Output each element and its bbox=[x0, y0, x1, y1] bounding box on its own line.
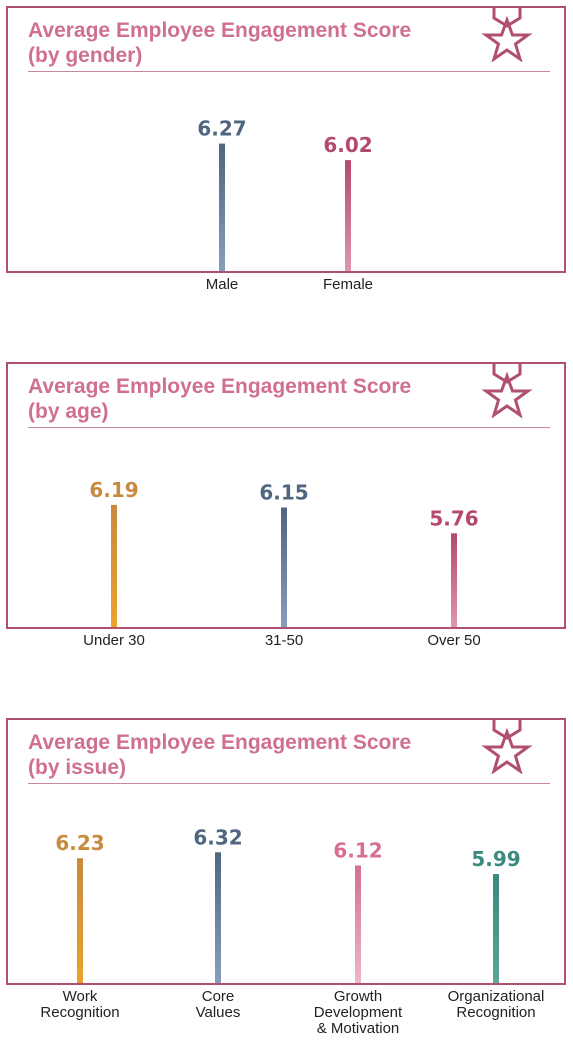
bar bbox=[493, 874, 499, 983]
issue-plot: 6.23 6.32 6.12 5.99 bbox=[55, 825, 521, 983]
bar bbox=[345, 160, 351, 271]
gender-plot: 6.27 6.02 bbox=[197, 117, 373, 271]
data-label: 6.12 bbox=[333, 839, 382, 863]
bar bbox=[219, 143, 225, 271]
bar bbox=[215, 852, 221, 983]
chart-title: Average Employee Engagement Score (by is… bbox=[28, 731, 412, 779]
gender-chart-panel: Average Employee Engagement Score (by ge… bbox=[6, 6, 566, 273]
bar bbox=[451, 533, 457, 627]
category-label: Organizational Recognition bbox=[447, 988, 545, 1021]
category-label: Female bbox=[322, 276, 374, 293]
data-label: 6.15 bbox=[259, 481, 308, 505]
issue-chart-panel: Average Employee Engagement Score (by is… bbox=[6, 718, 566, 985]
bar bbox=[77, 858, 83, 983]
category-label: Under 30 bbox=[83, 632, 145, 649]
category-label: Over 50 bbox=[427, 632, 481, 649]
star-ribbon-badge-icon bbox=[481, 6, 533, 62]
age-plot: 6.19 6.15 5.76 bbox=[89, 478, 479, 627]
bar bbox=[355, 865, 361, 983]
star-ribbon-badge-icon bbox=[481, 718, 533, 774]
data-label: 6.23 bbox=[55, 831, 104, 855]
chart-title: Average Employee Engagement Score (by ge… bbox=[28, 19, 412, 67]
star-ribbon-badge-icon bbox=[481, 362, 533, 418]
bar bbox=[111, 504, 117, 627]
data-label: 5.76 bbox=[429, 506, 478, 530]
bar bbox=[281, 507, 287, 627]
data-label: 6.02 bbox=[323, 133, 372, 157]
data-label: 6.19 bbox=[89, 478, 138, 502]
category-label: 31-50 bbox=[264, 632, 304, 649]
data-label: 6.32 bbox=[193, 825, 242, 849]
title-divider bbox=[28, 783, 550, 784]
chart-title: Average Employee Engagement Score (by ag… bbox=[28, 375, 412, 423]
data-label: 5.99 bbox=[471, 847, 520, 871]
title-divider bbox=[28, 427, 550, 428]
title-divider bbox=[28, 71, 550, 72]
category-label: Male bbox=[205, 276, 239, 293]
category-label: Core Values bbox=[195, 988, 241, 1021]
data-label: 6.27 bbox=[197, 117, 246, 141]
category-label: Growth Development & Motivation bbox=[313, 988, 403, 1037]
age-chart-panel: Average Employee Engagement Score (by ag… bbox=[6, 362, 566, 629]
category-label: Work Recognition bbox=[40, 988, 120, 1021]
